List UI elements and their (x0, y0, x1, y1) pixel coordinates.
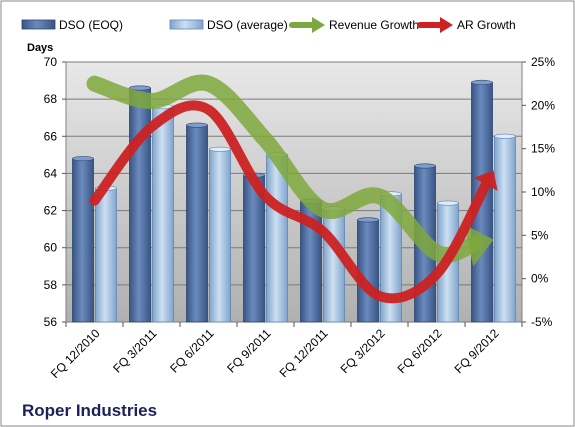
bar-cap (72, 156, 94, 162)
y-tick-label: 68 (44, 92, 58, 106)
y-tick-label: 64 (44, 166, 58, 180)
bar-dso-eoq (129, 87, 151, 323)
company-name: Roper Industries (22, 401, 157, 420)
legend-label: Revenue Growth (329, 18, 419, 32)
legend-arrow (312, 17, 325, 33)
bar-cap (437, 200, 459, 206)
y2-tick-label: -5% (531, 315, 553, 329)
y2-tick-label: 25% (531, 55, 555, 69)
y-tick-label: 60 (44, 241, 58, 255)
y-tick-label: 66 (44, 129, 58, 143)
y-tick-label: 62 (44, 204, 58, 218)
bar-cap (357, 217, 379, 223)
line-ar-growth (89, 100, 493, 304)
bar-cap (414, 163, 436, 169)
bar-dso-average (266, 154, 288, 323)
y2-tick-label: 15% (531, 142, 555, 156)
legend-label: DSO (EOQ) (59, 18, 123, 32)
y-tick-label: 58 (44, 278, 58, 292)
y2-tick-label: 20% (531, 98, 555, 112)
legend-swatch (21, 19, 56, 30)
y2-tick-label: 10% (531, 185, 555, 199)
bar-dso-average (95, 187, 117, 323)
y2-tick-label: 5% (531, 228, 549, 242)
y-tick-label: 70 (44, 55, 58, 69)
arrowhead-ar-growth (473, 170, 498, 191)
legend-label: DSO (average) (207, 18, 288, 32)
legend-arrow (440, 17, 453, 33)
bar-cap (129, 85, 151, 91)
arrowhead-revenue-growth (463, 224, 494, 267)
y2-tick-label: 0% (531, 272, 549, 286)
bar-dso-eoq (186, 124, 208, 323)
bar-cap (494, 133, 516, 139)
bar-dso-eoq (72, 158, 94, 323)
bar-cap (186, 122, 208, 128)
y-axis-title: Days (27, 42, 53, 54)
legend-label: AR Growth (457, 18, 516, 32)
y-tick-label: 56 (44, 315, 58, 329)
bar-cap (209, 146, 231, 152)
bar-dso-average (494, 135, 516, 323)
line-revenue-growth (86, 74, 482, 263)
legend-swatch (169, 19, 204, 30)
bar-dso-eoq (357, 219, 379, 323)
bar-dso-average (323, 208, 345, 323)
bar-dso-average (209, 148, 231, 323)
bar-cap (471, 79, 493, 85)
bar-dso-average (152, 106, 174, 323)
